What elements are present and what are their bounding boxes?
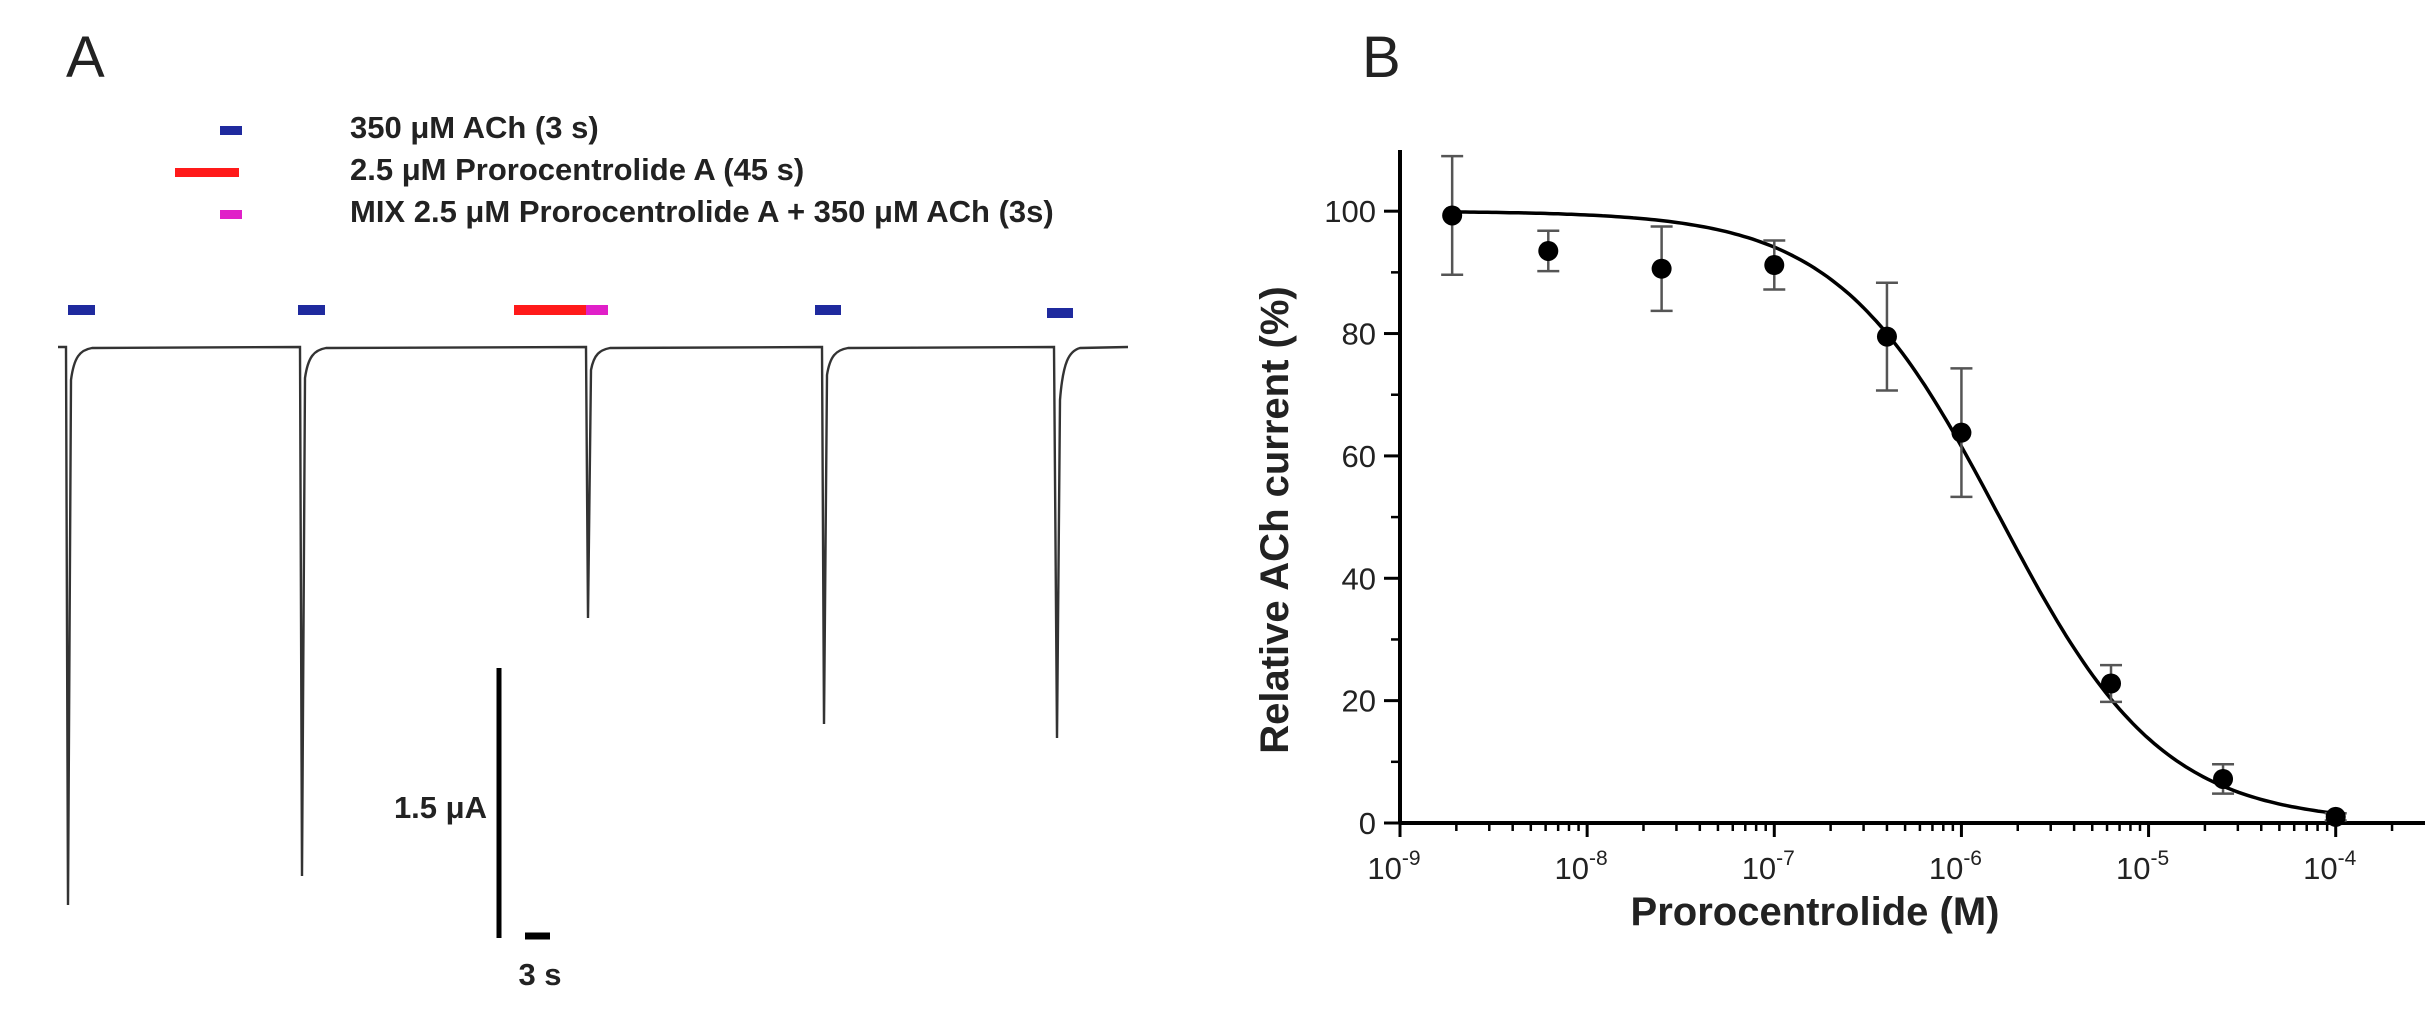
fit-curve-layer: [1452, 210, 2336, 816]
y-tick-label: 100: [1324, 194, 1376, 229]
panel-a-label: A: [66, 25, 105, 90]
data-point: [1538, 240, 1559, 261]
ach-application-bar-2: [298, 305, 325, 315]
legend-label-mix: MIX 2.5 μM Prorocentrolide A + 350 μM AC…: [350, 194, 1054, 229]
data-point: [1764, 255, 1785, 276]
x-tick-label: 10-9: [1367, 847, 1420, 886]
toxin-swatch: [175, 168, 239, 177]
data-point: [1951, 422, 1972, 443]
x-tick-label: 10-8: [1555, 847, 1608, 886]
data-point: [2101, 673, 2122, 694]
x-axis-label: Prorocentrolide (M): [1631, 890, 2000, 934]
x-tick-label: 10-4: [2303, 847, 2356, 886]
ach-application-bar-1: [68, 305, 95, 315]
ach-swatch: [220, 126, 242, 135]
current-scale-label: 1.5 μA: [394, 790, 487, 825]
y-tick-label: 60: [1342, 439, 1376, 474]
y-axis-label: Relative ACh current (%): [1253, 286, 1297, 754]
data-point: [1442, 205, 1463, 226]
y-tick-label: 20: [1342, 684, 1376, 719]
y-tick-label: 0: [1359, 806, 1376, 841]
legend-label-toxin: 2.5 μM Prorocentrolide A (45 s): [350, 152, 805, 187]
toxin-application-bar: [514, 305, 586, 315]
data-point: [2325, 806, 2346, 827]
panel-b-label: B: [1362, 25, 1401, 90]
ach-application-bar-4: [1047, 308, 1073, 318]
dose-response-chart: 10-9 10-8 10-7 10-6 10-5 10-4 0 20 40 60 80 100 Pro…: [1253, 150, 2425, 934]
x-tick-label: 10-7: [1742, 847, 1795, 886]
y-tick-label: 80: [1342, 317, 1376, 352]
y-tick-label: 40: [1342, 561, 1376, 596]
current-trace-panel: 1.5 μA 3 s: [58, 305, 1129, 992]
data-points-layer: [1441, 154, 2347, 827]
data-point: [1876, 326, 1897, 347]
mix-application-bar: [586, 305, 608, 315]
time-scale-label: 3 s: [518, 957, 561, 992]
ach-application-bar-3: [815, 305, 841, 315]
data-point: [1651, 258, 1672, 279]
mix-swatch: [220, 210, 242, 219]
fit-curve: [1452, 210, 2336, 816]
legend-label-ach: 350 μM ACh (3 s): [350, 110, 599, 145]
chart-axes: 10-9 10-8 10-7 10-6 10-5 10-4 0 20 40 60 80 100: [1324, 150, 2425, 886]
x-tick-label: 10-5: [2116, 847, 2169, 886]
data-point: [2213, 768, 2234, 789]
x-tick-label: 10-6: [1929, 847, 1982, 886]
membrane-current-trace: [58, 345, 1129, 906]
